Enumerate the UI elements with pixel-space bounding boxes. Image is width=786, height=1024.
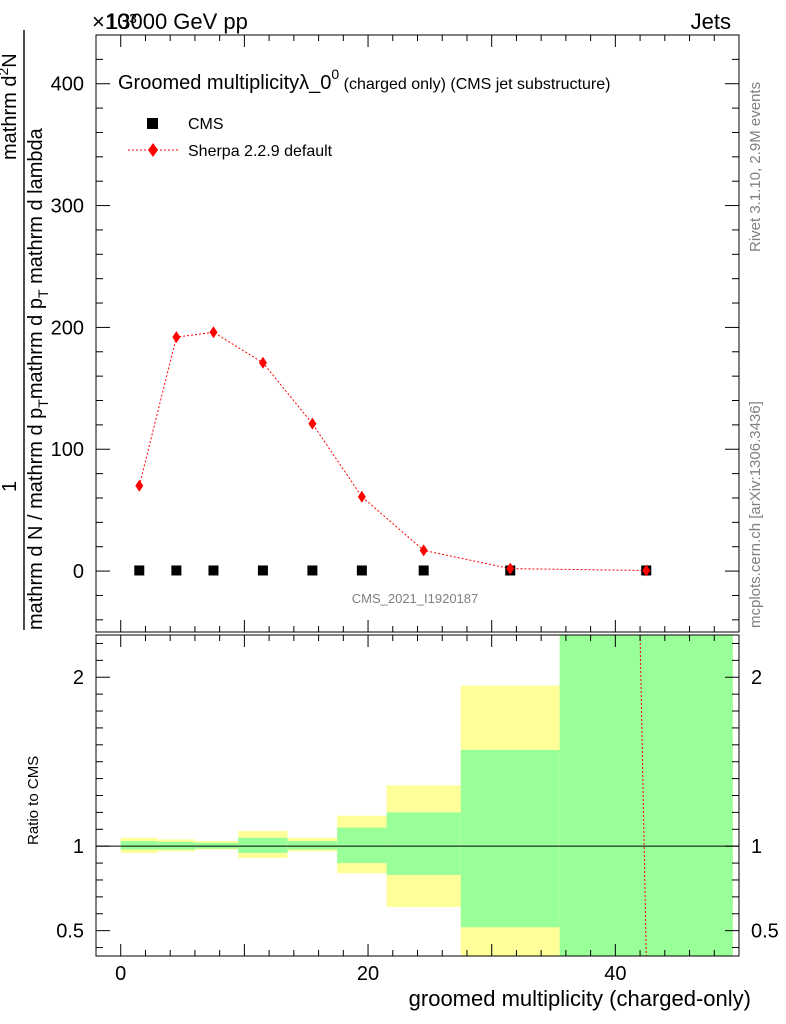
- sherpa-point-1: [172, 331, 181, 344]
- y-label-sub-t2: T: [35, 289, 51, 298]
- x-axis-label: groomed multiplicity (charged-only): [409, 986, 751, 1011]
- y-tick-label: 100: [51, 439, 84, 461]
- ratio-y-tick-label-left: 1: [73, 836, 84, 858]
- y-label-inner-n: N: [0, 53, 21, 67]
- y-label-denominator-left: mathrm d N / mathrm d p: [25, 408, 47, 630]
- y-axis-label: 1 mathrm d N / mathrm d pTmathrm d pT ma…: [0, 30, 51, 630]
- plot-title: Groomed multiplicityλ_00 (charged only) …: [118, 66, 610, 94]
- legend-sherpa-label: Sherpa 2.2.9 default: [188, 143, 333, 160]
- plot-title-superscript: 0: [331, 66, 339, 82]
- cms-point-2: [208, 565, 219, 576]
- cms-point-6: [418, 565, 429, 576]
- sherpa-point-7: [506, 562, 515, 575]
- legend-cms-marker: [147, 118, 158, 129]
- ratio-y-tick-label-right: 2: [751, 667, 762, 689]
- y-label-denominator: mathrm d N / mathrm d pTmathrm d pT math…: [25, 127, 51, 630]
- sherpa-point-0: [135, 479, 144, 492]
- exponent-label: ×10³: [92, 9, 137, 34]
- y-label-inner-d: mathrm d: [0, 76, 21, 160]
- ratio-stat-band-8: [559, 635, 733, 956]
- ratio-stat-band-5: [337, 827, 387, 864]
- axes: 0 100 200 300 400 0 20 40 0.5 0.5 1 1 2 2: [51, 34, 779, 985]
- plot-title-suffix: (charged only) (CMS jet substructure): [339, 76, 610, 93]
- legend-cms-label: CMS: [188, 116, 224, 133]
- ratio-stat-band-7: [460, 749, 560, 928]
- sherpa-point-6: [419, 544, 428, 557]
- ratio-stat-band-0: [120, 841, 158, 850]
- y-label-mid: mathrm d p: [25, 298, 47, 399]
- x-tick-label: 40: [604, 963, 626, 985]
- ratio-stat-band-6: [386, 812, 461, 875]
- sherpa-point-4: [308, 417, 317, 430]
- ratio-y-tick-label-left: 0.5: [56, 921, 84, 943]
- x-tick-label: 0: [115, 963, 126, 985]
- y-tick-label: 300: [51, 196, 84, 218]
- y-label-sub-t1: T: [35, 399, 51, 408]
- cms-point-5: [356, 565, 367, 576]
- x-tick-label: 20: [357, 963, 379, 985]
- sherpa-point-2: [209, 326, 218, 339]
- ratio-y-tick-label-right: 1: [751, 836, 762, 858]
- y-label-inner-top: mathrm d2N: [0, 53, 21, 160]
- y-tick-label: 200: [51, 317, 84, 339]
- legend-sherpa-marker: [148, 143, 158, 157]
- main-marks: [134, 326, 652, 577]
- sherpa-point-5: [357, 490, 366, 503]
- y-tick-label: 400: [51, 74, 84, 96]
- energy-label: 13000 GeV pp: [106, 9, 248, 34]
- ratio-sherpa-line: [639, 634, 647, 957]
- y-label-numerator: 1: [0, 481, 21, 492]
- y-label-inner-sup: 2: [0, 68, 11, 76]
- ratio-bands: [96, 634, 739, 957]
- cms-point-0: [134, 565, 145, 576]
- cms-point-4: [307, 565, 318, 576]
- ratio-stat-band-3: [238, 837, 288, 853]
- y-label-tail: mathrm d lambda: [25, 127, 47, 289]
- ratio-y-label: Ratio to CMS: [25, 756, 42, 845]
- rivet-label: Rivet 3.1.10, 2.9M events: [747, 82, 764, 252]
- analysis-watermark: CMS_2021_I1920187: [352, 591, 479, 606]
- ratio-y-tick-label-right: 0.5: [751, 921, 779, 943]
- sherpa-line: [138, 331, 647, 571]
- jets-label: Jets: [691, 9, 731, 34]
- mcplots-label: mcplots.cern.ch [arXiv:1306.3436]: [747, 401, 764, 628]
- sherpa-point-8: [642, 564, 651, 577]
- sherpa-point-3: [258, 356, 267, 369]
- legend: CMS Sherpa 2.2.9 default: [128, 116, 333, 160]
- ratio-stat-band-4: [287, 841, 338, 850]
- y-tick-label: 0: [73, 561, 84, 583]
- cms-point-1: [171, 565, 182, 576]
- cms-point-3: [257, 565, 268, 576]
- plot-title-prefix: Groomed multiplicityλ_0: [118, 72, 331, 94]
- ratio-y-tick-label-left: 2: [73, 667, 84, 689]
